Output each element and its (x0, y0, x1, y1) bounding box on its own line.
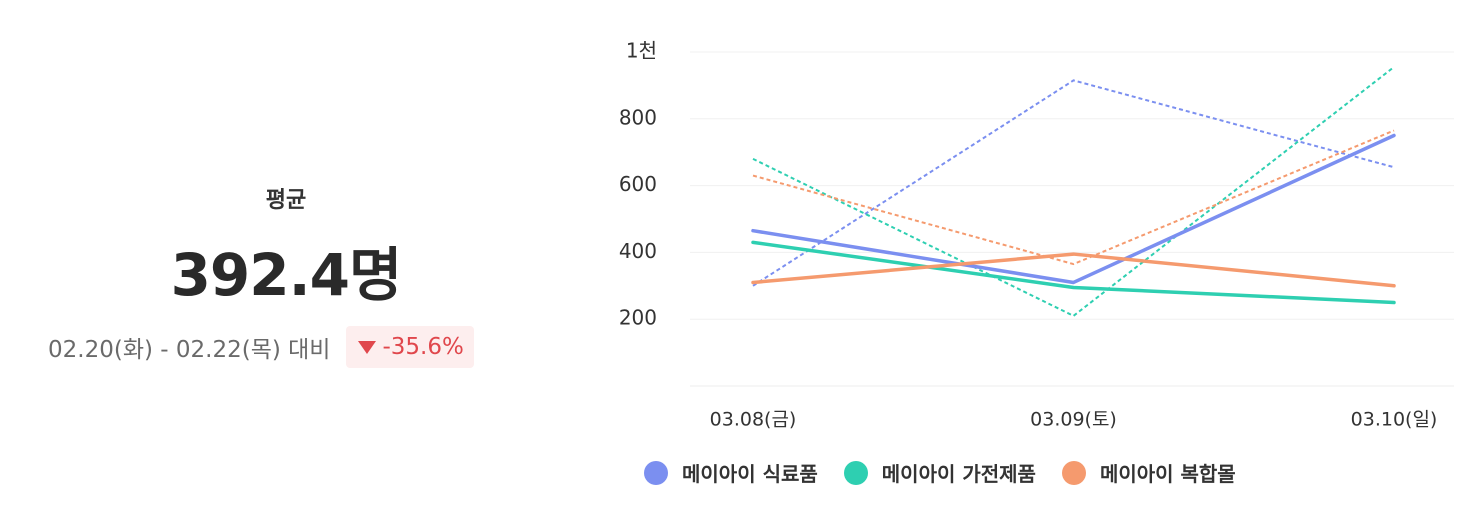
x-tick-label: 03.08(금) (710, 409, 797, 431)
legend-item[interactable]: 메이아이 복합몰 (1061, 458, 1236, 487)
legend-label: 메이아이 가전제품 (881, 462, 1036, 486)
change-value: -35.6% (382, 334, 464, 360)
legend-label: 메이아이 식료품 (682, 462, 818, 486)
comparison-row: 02.20(화) - 02.22(목) 대비 -35.6% (48, 326, 474, 368)
comparison-series-line (752, 79, 1395, 287)
comparison-series-line (752, 129, 1395, 266)
legend-dot-icon (1061, 460, 1086, 485)
comparison-series-line (752, 66, 1395, 318)
summary-panel: 평균 392.4명 02.20(화) - 02.22(목) 대비 -35.6% (0, 0, 572, 528)
legend-item[interactable]: 메이아이 가전제품 (843, 458, 1036, 487)
y-tick-label: 800 (619, 105, 657, 129)
comparison-period: 02.20(화) - 02.22(목) 대비 (48, 337, 331, 363)
summary-label: 평균 (265, 188, 307, 213)
chart-legend: 메이아이 식료품 메이아이 가전제품 메이아이 복합몰 (644, 458, 1262, 487)
series-line (751, 252, 1396, 288)
series-line (751, 133, 1396, 285)
y-tick-label: 1천 (626, 39, 657, 63)
down-arrow-icon (358, 340, 377, 354)
average-value: 392.4명 (170, 241, 403, 309)
chart-canvas: 200 400 600 800 1천 03.08(금) 03.09(토) 03.10(일) (619, 39, 1454, 431)
legend-dot-icon (644, 460, 668, 485)
x-tick-label: 03.10(일) (1351, 409, 1438, 431)
legend-label: 메이아이 복합몰 (1099, 462, 1236, 486)
line-chart: 200 400 600 800 1천 03.08(금) 03.09(토) 03.10(일) 메… (580, 0, 1474, 528)
y-tick-label: 600 (619, 172, 657, 196)
change-badge: -35.6% (346, 326, 474, 368)
series-line (751, 240, 1396, 305)
y-tick-label: 400 (619, 239, 657, 263)
x-tick-label: 03.09(토) (1030, 409, 1117, 431)
legend-item[interactable]: 메이아이 식료품 (644, 458, 818, 487)
y-tick-label: 200 (619, 306, 657, 330)
legend-dot-icon (843, 460, 868, 485)
